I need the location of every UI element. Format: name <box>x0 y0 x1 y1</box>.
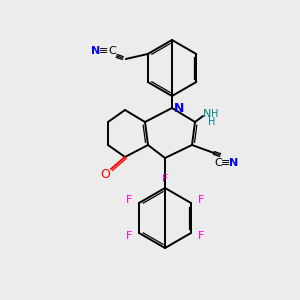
Text: F: F <box>198 195 204 205</box>
Text: F: F <box>198 231 204 241</box>
Text: H: H <box>211 109 219 119</box>
Text: ≡: ≡ <box>99 46 108 56</box>
Text: N: N <box>230 158 238 168</box>
Text: ≡: ≡ <box>221 158 231 168</box>
Text: C: C <box>214 158 222 168</box>
Text: F: F <box>162 174 168 184</box>
Text: O: O <box>100 167 110 181</box>
Text: C: C <box>108 46 116 56</box>
Text: N: N <box>203 109 211 119</box>
Text: N: N <box>91 46 101 56</box>
Text: F: F <box>126 195 132 205</box>
Text: H: H <box>208 117 216 127</box>
Text: N: N <box>174 101 184 115</box>
Text: F: F <box>126 231 132 241</box>
